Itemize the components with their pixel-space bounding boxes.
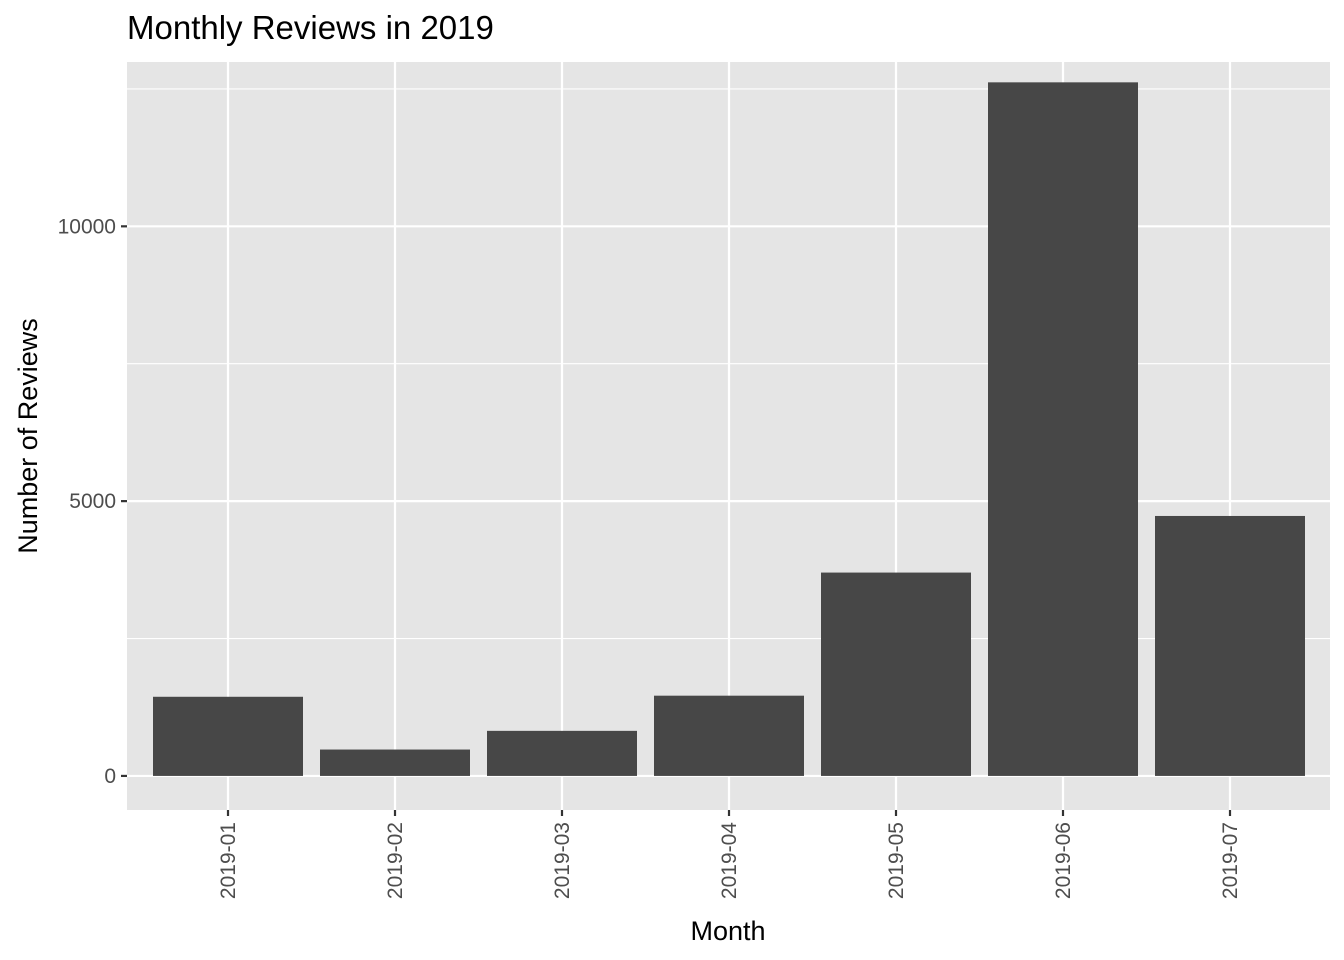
x-tick-label: 2019-04 [718, 822, 741, 899]
x-tick-label: 2019-03 [551, 822, 574, 899]
x-tick-label: 2019-06 [1052, 822, 1075, 899]
y-tick-label: 10000 [58, 215, 116, 238]
bar-2019-02 [320, 749, 470, 776]
y-tick-label: 0 [104, 765, 116, 788]
x-tick-label: 2019-01 [217, 822, 240, 899]
bar-2019-05 [821, 572, 971, 776]
x-axis-ticks: 2019-01 2019-02 2019-03 2019-04 2019-05 2019-… [217, 810, 1242, 899]
bars [153, 82, 1305, 776]
x-tick-label: 2019-05 [885, 822, 908, 899]
y-axis-title: Number of Reviews [13, 318, 43, 554]
y-tick-label: 5000 [69, 490, 116, 513]
x-tick-label: 2019-07 [1219, 822, 1242, 899]
bar-2019-06 [988, 82, 1138, 776]
chart-title: Monthly Reviews in 2019 [127, 9, 494, 46]
y-axis-ticks: 0 5000 10000 [58, 215, 127, 788]
bar-2019-01 [153, 696, 303, 776]
x-axis-title: Month [690, 916, 765, 946]
x-tick-label: 2019-02 [384, 822, 407, 899]
bar-2019-03 [487, 730, 637, 776]
bar-2019-04 [654, 695, 804, 776]
bar-2019-07 [1155, 515, 1305, 776]
